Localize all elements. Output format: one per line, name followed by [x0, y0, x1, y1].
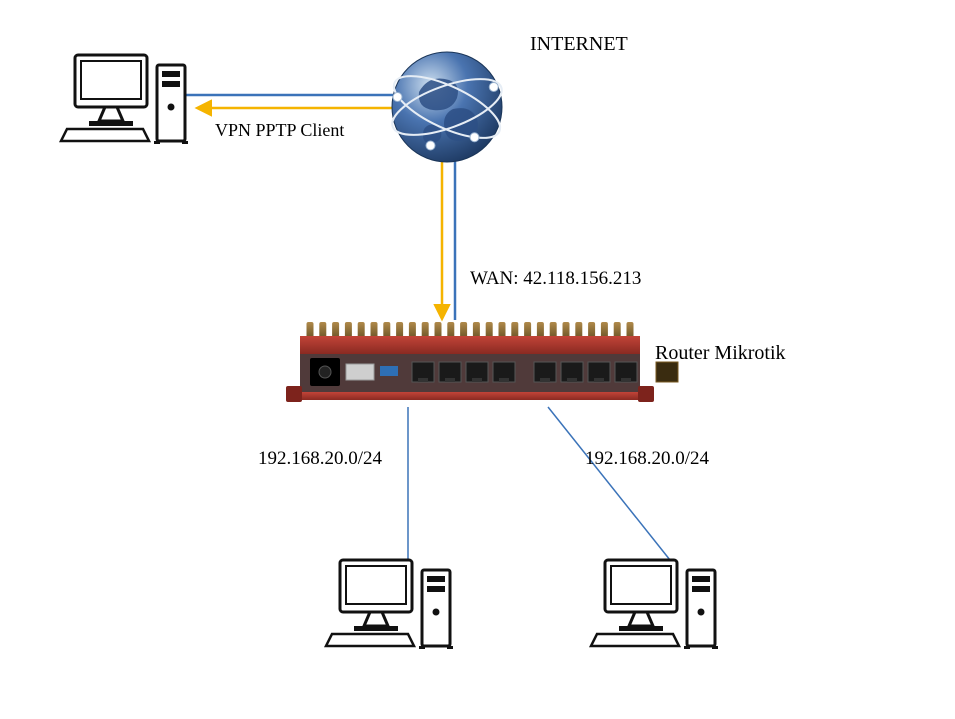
internet-label: INTERNET [530, 33, 628, 56]
internet-globe-icon [386, 52, 509, 162]
lan-pc-2-icon [591, 560, 718, 649]
lan-left-label: 192.168.20.0/24 [258, 448, 382, 470]
wan-ip-label: WAN: 42.118.156.213 [470, 268, 641, 290]
vpn-client-label: VPN PPTP Client [215, 120, 344, 141]
vpn-client-pc-icon [61, 55, 188, 144]
router-name-label: Router Mikrotik [655, 342, 786, 365]
lan-right-label: 192.168.20.0/24 [585, 448, 709, 470]
mikrotik-router-icon [286, 322, 678, 402]
network-diagram [0, 0, 955, 719]
lan-pc-1-icon [326, 560, 453, 649]
